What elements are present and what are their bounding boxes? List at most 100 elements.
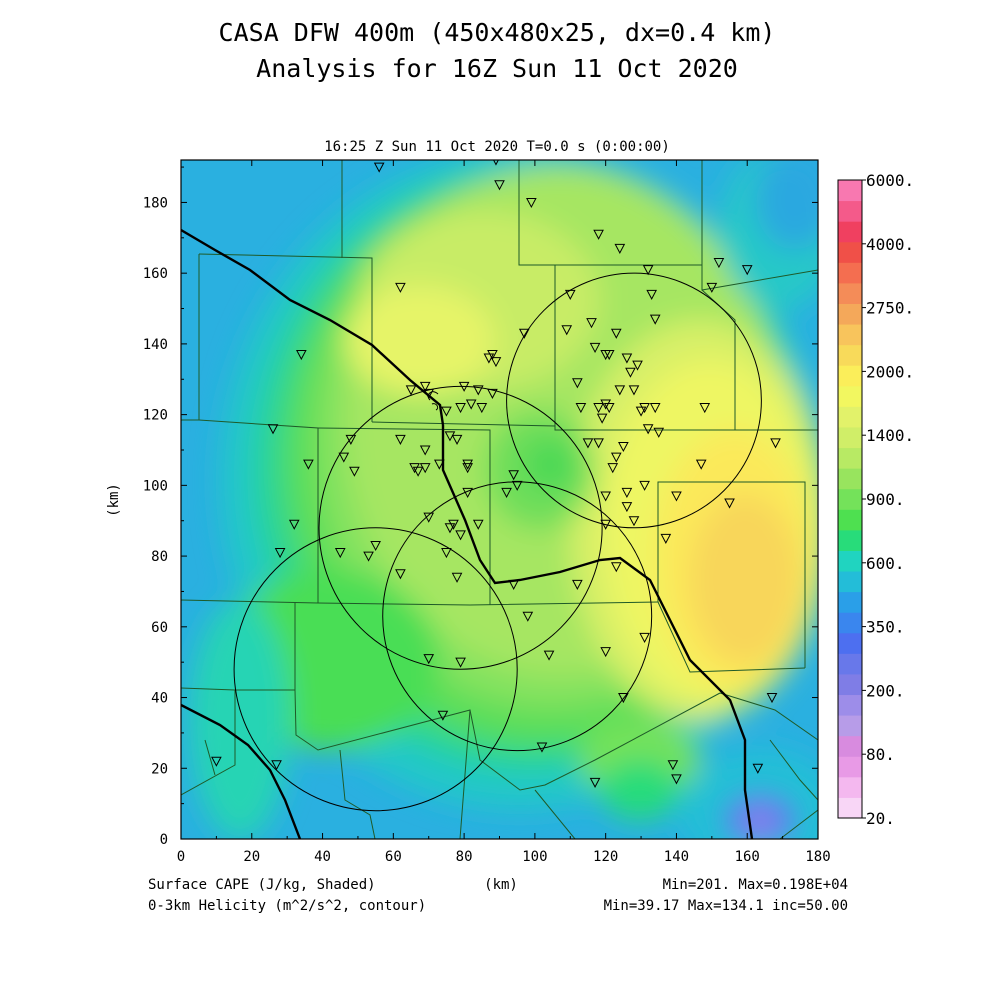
station-marker — [462, 463, 473, 474]
station-marker — [295, 350, 307, 361]
x-tick-label: 0 — [177, 849, 185, 865]
station-marker — [511, 480, 523, 491]
station-marker — [419, 463, 431, 474]
station-marker — [589, 342, 601, 354]
station-marker — [338, 452, 350, 463]
colorbar-swatch — [838, 282, 862, 304]
y-tick-label: 20 — [151, 761, 168, 777]
station-marker — [575, 403, 587, 414]
station-marker — [713, 258, 725, 269]
y-tick-label: 180 — [143, 195, 168, 211]
station-marker — [724, 498, 735, 509]
colorbar-swatch — [838, 488, 862, 510]
station-marker — [741, 265, 753, 276]
colorbar-swatch — [838, 756, 862, 778]
station-marker — [639, 632, 650, 643]
station-marker — [373, 162, 385, 173]
colorbar-swatch — [838, 468, 862, 490]
station-marker — [448, 519, 459, 530]
station-marker — [395, 282, 406, 293]
station-marker — [455, 657, 466, 668]
station-marker — [671, 491, 682, 502]
station-marker — [671, 774, 682, 785]
station-marker — [603, 403, 615, 414]
station-marker — [695, 459, 707, 470]
colorbar-swatch — [838, 241, 862, 263]
station-marker — [628, 516, 640, 527]
colorbar-swatch — [838, 303, 862, 325]
station-marker — [462, 459, 473, 470]
station-marker — [476, 403, 488, 414]
colorbar-label: 600. — [866, 554, 905, 573]
station-marker — [600, 491, 611, 502]
colorbar-swatch — [838, 673, 862, 696]
station-marker — [437, 710, 449, 721]
station-marker — [455, 530, 466, 541]
x-tick-label: 100 — [522, 849, 547, 865]
station-marker — [409, 463, 420, 474]
station-marker — [419, 381, 431, 392]
x-tick-label: 180 — [805, 849, 830, 865]
station-marker — [334, 548, 346, 559]
station-marker — [543, 650, 555, 661]
station-marker — [462, 487, 473, 498]
station-marker — [211, 756, 222, 767]
station-marker — [423, 654, 435, 665]
colorbar-label: 200. — [866, 681, 905, 700]
colorbar-label: 2000. — [866, 362, 914, 381]
station-marker — [458, 381, 470, 392]
station-marker — [635, 406, 647, 417]
station-marker — [621, 502, 633, 513]
station-marker — [660, 533, 672, 544]
y-tick-label: 60 — [151, 620, 168, 636]
station-marker — [441, 548, 452, 559]
station-marker — [642, 265, 654, 276]
station-marker — [271, 760, 282, 771]
x-tick-label: 80 — [456, 849, 473, 865]
cape-shading — [181, 160, 818, 839]
colorbar-swatch — [838, 180, 862, 202]
colorbar-swatch — [838, 715, 862, 737]
station-marker — [412, 466, 424, 477]
colorbar-swatch — [838, 612, 862, 634]
station-marker — [508, 470, 519, 481]
colorbar-swatch — [838, 694, 862, 716]
station-marker — [494, 180, 505, 191]
colorbar-swatch — [838, 550, 862, 572]
colorbar-swatch — [838, 735, 862, 757]
station-marker — [490, 357, 502, 368]
y-tick-label: 140 — [143, 337, 168, 353]
station-marker — [699, 403, 711, 414]
station-marker — [649, 314, 661, 325]
colorbar-label: 4000. — [866, 235, 914, 254]
station-marker — [706, 282, 718, 293]
station-marker — [632, 360, 643, 371]
station-marker — [614, 243, 626, 254]
colorbar-swatch — [838, 221, 862, 243]
station-marker — [441, 406, 452, 417]
station-marker — [363, 551, 374, 562]
station-marker — [395, 434, 406, 445]
colorbar-swatch — [838, 200, 862, 222]
station-marker — [610, 328, 622, 339]
station-marker — [572, 579, 583, 590]
station-marker — [596, 413, 608, 424]
colorbar-swatch — [838, 797, 862, 819]
station-marker — [603, 350, 615, 361]
footer-contour-field: 0-3km Helicity (m^2/s^2, contour) — [148, 898, 426, 914]
station-marker — [618, 441, 629, 453]
station-marker — [561, 325, 573, 336]
station-marker — [451, 572, 463, 583]
y-tick-label: 40 — [151, 691, 168, 707]
station-marker — [639, 480, 650, 491]
footer-shaded-range: Min=201. Max=0.198E+04 — [663, 877, 848, 893]
station-marker — [770, 438, 781, 449]
colorbar-swatch — [838, 509, 862, 531]
x-tick-label: 20 — [243, 849, 260, 865]
station-marker — [508, 579, 519, 590]
colorbar-swatch — [838, 324, 862, 346]
station-marker — [395, 569, 406, 580]
station-marker — [614, 385, 626, 396]
station-marker — [667, 760, 679, 771]
